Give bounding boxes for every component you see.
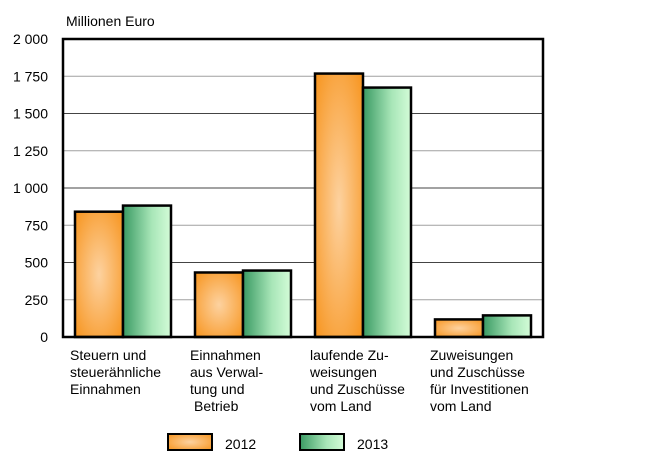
legend-label-2013: 2013 [357, 436, 388, 452]
y-tick-label: 500 [25, 255, 49, 271]
y-tick-label: 250 [25, 292, 49, 308]
legend-swatch-2012 [167, 433, 213, 451]
bar-2012 [193, 271, 245, 339]
bar-2012 [73, 210, 125, 339]
x-category-label-line: Einnahmen [190, 347, 261, 363]
x-category-label-line: für Investitionen [430, 381, 529, 397]
y-axis-label: Millionen Euro [66, 13, 155, 29]
x-category-label-line: und Zuschüsse [430, 364, 525, 380]
bar-2013 [481, 314, 533, 339]
x-category-label: Steuern und steuerähnliche Einnahmen [70, 347, 161, 397]
bar-2013 [361, 86, 413, 339]
x-category-label-line: aus Verwal- [190, 364, 263, 380]
x-category-label: Zuweisungen und Zuschüsse für Investitione… [430, 347, 529, 414]
x-category-label: Einnahmen aus Verwal-tung und Betrieb [190, 347, 263, 414]
y-tick-label: 750 [25, 217, 49, 233]
bar-2013 [241, 269, 293, 339]
bar-2013 [121, 204, 173, 339]
x-category-label-line: und Zuschüsse [310, 381, 405, 397]
x-category-label-line: Zuweisungen [430, 347, 513, 363]
legend-swatch-2013 [299, 433, 345, 451]
x-category-label-line: Einnahmen [70, 381, 141, 397]
x-category-label-line: Steuern und [70, 347, 146, 363]
x-category-label-line: Betrieb [194, 398, 239, 414]
y-tick-label: 1 500 [13, 106, 48, 122]
x-category-label-line: vom Land [430, 398, 491, 414]
legend-label-2012: 2012 [225, 436, 256, 452]
x-category-label-line: laufende Zu- [310, 347, 389, 363]
y-tick-label: 1 000 [13, 180, 48, 196]
bar-2012 [433, 318, 485, 339]
y-tick-label: 2 000 [13, 31, 48, 47]
bar-2012 [313, 72, 365, 339]
plot-area-border [61, 37, 545, 339]
x-category-label-line: steuerähnliche [70, 364, 161, 380]
x-category-label-line: vom Land [310, 398, 371, 414]
y-tick-label: 1 750 [13, 68, 48, 84]
x-category-label-line: weisungen [309, 364, 377, 380]
x-category-label: laufende Zu-weisungen und Zuschüsse vom La… [309, 347, 405, 414]
y-tick-label: 0 [40, 329, 48, 345]
x-category-label-line: tung und [190, 381, 245, 397]
y-tick-label: 1 250 [13, 143, 48, 159]
